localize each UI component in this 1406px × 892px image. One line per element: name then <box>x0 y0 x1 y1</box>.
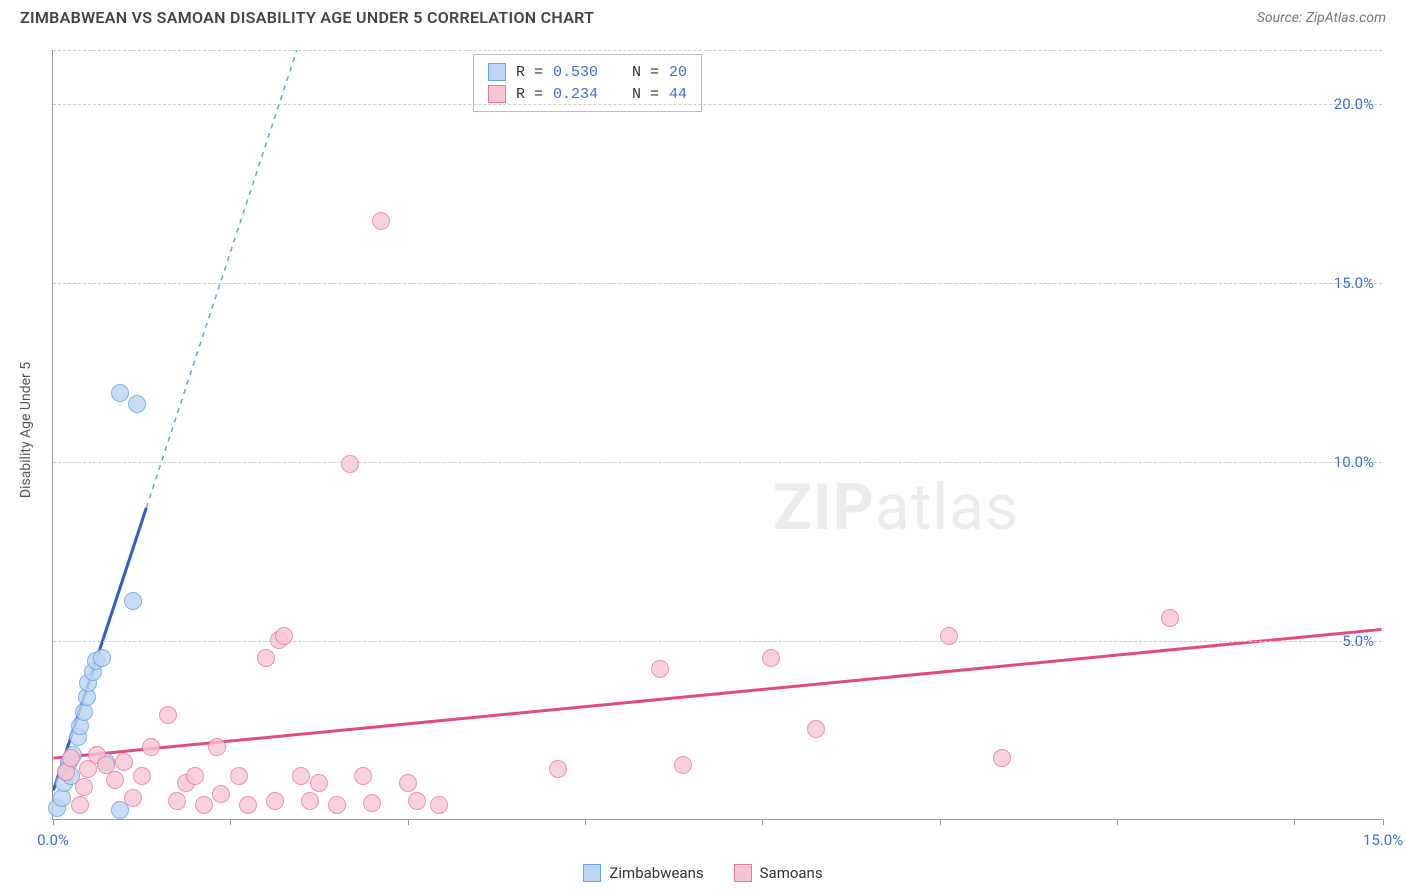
x-tick <box>940 819 941 825</box>
data-point <box>106 771 124 789</box>
data-point <box>310 774 328 792</box>
x-tick-label: 15.0% <box>1363 831 1403 849</box>
trend-line <box>146 50 297 508</box>
r-value: 0.530 <box>553 64 598 81</box>
gridline <box>53 641 1382 642</box>
y-tick-label: 15.0% <box>1334 274 1374 292</box>
data-point <box>257 649 275 667</box>
data-point <box>128 395 146 413</box>
page-title: ZIMBABWEAN VS SAMOAN DISABILITY AGE UNDE… <box>20 8 594 27</box>
r-label: R = <box>516 86 543 103</box>
data-point <box>159 706 177 724</box>
data-point <box>168 792 186 810</box>
data-point <box>230 767 248 785</box>
data-point <box>301 792 319 810</box>
data-point <box>62 749 80 767</box>
source-label: Source: ZipAtlas.com <box>1257 10 1386 26</box>
data-point <box>292 767 310 785</box>
x-tick <box>1117 819 1118 825</box>
data-point <box>363 794 381 812</box>
x-tick <box>230 819 231 825</box>
data-point <box>186 767 204 785</box>
data-point <box>266 792 284 810</box>
gridline <box>53 462 1382 463</box>
data-point <box>549 760 567 778</box>
y-axis-label: Disability Age Under 5 <box>18 362 34 498</box>
y-tick-label: 10.0% <box>1334 453 1374 471</box>
data-point <box>124 592 142 610</box>
x-tick <box>762 819 763 825</box>
x-tick <box>53 819 54 825</box>
n-value: 44 <box>669 86 687 103</box>
data-point <box>762 649 780 667</box>
data-point <box>372 212 390 230</box>
bottom-legend: Zimbabweans Samoans <box>0 864 1406 882</box>
chart-area: R = 0.530N = 20R = 0.234N = 44 ZIPatlas … <box>52 50 1382 820</box>
legend-item: Samoans <box>734 864 823 882</box>
data-point <box>195 796 213 814</box>
n-label: N = <box>632 86 659 103</box>
data-point <box>399 774 417 792</box>
legend-item: Zimbabweans <box>583 864 703 882</box>
data-point <box>408 792 426 810</box>
data-point <box>940 627 958 645</box>
y-tick-label: 20.0% <box>1334 95 1374 113</box>
correlation-row: R = 0.530 N = 20 <box>488 61 687 83</box>
n-value: 20 <box>669 64 687 81</box>
trend-line <box>53 629 1381 758</box>
legend-label: Samoans <box>760 864 823 882</box>
legend-swatch <box>734 864 752 882</box>
legend-swatch <box>488 63 506 81</box>
data-point <box>208 738 226 756</box>
data-point <box>674 756 692 774</box>
data-point <box>993 749 1011 767</box>
x-tick <box>585 819 586 825</box>
data-point <box>807 720 825 738</box>
data-point <box>93 649 111 667</box>
r-value: 0.234 <box>553 86 598 103</box>
data-point <box>75 778 93 796</box>
watermark: ZIPatlas <box>773 470 1019 545</box>
correlation-row: R = 0.234 N = 44 <box>488 83 687 105</box>
data-point <box>430 796 448 814</box>
data-point <box>133 767 151 785</box>
x-tick-label: 0.0% <box>37 831 69 849</box>
legend-swatch <box>488 85 506 103</box>
data-point <box>354 767 372 785</box>
data-point <box>328 796 346 814</box>
gridline <box>53 104 1382 105</box>
legend-label: Zimbabweans <box>609 864 703 882</box>
data-point <box>341 455 359 473</box>
gridline <box>53 283 1382 284</box>
data-point <box>1161 609 1179 627</box>
x-tick <box>1383 819 1384 825</box>
n-label: N = <box>632 64 659 81</box>
data-point <box>71 796 89 814</box>
data-point <box>115 753 133 771</box>
x-tick <box>408 819 409 825</box>
data-point <box>124 789 142 807</box>
gridline <box>53 50 1382 51</box>
y-tick-label: 5.0% <box>1342 632 1374 650</box>
r-label: R = <box>516 64 543 81</box>
data-point <box>275 627 293 645</box>
data-point <box>111 384 129 402</box>
x-tick <box>1294 819 1295 825</box>
data-point <box>142 738 160 756</box>
data-point <box>212 785 230 803</box>
data-point <box>239 796 257 814</box>
data-point <box>651 660 669 678</box>
legend-swatch <box>583 864 601 882</box>
